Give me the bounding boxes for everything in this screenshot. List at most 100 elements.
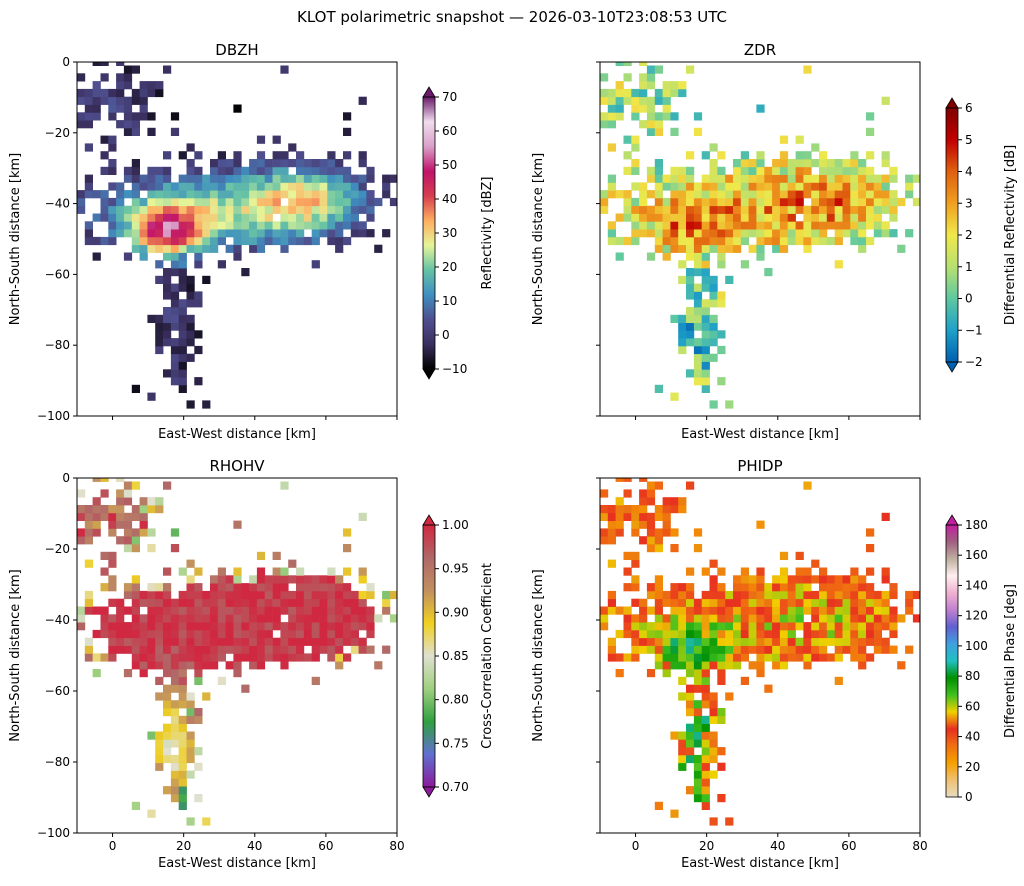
panel-title: PHIDP	[737, 457, 782, 475]
heatmap-cell	[319, 190, 328, 199]
heatmap-cell	[678, 314, 687, 323]
heatmap-cell	[631, 88, 640, 98]
heatmap-cell	[389, 614, 397, 623]
heatmap-cell	[296, 159, 305, 168]
heatmap-cell	[155, 661, 164, 670]
heatmap-cell	[249, 244, 258, 253]
heatmap-cell	[217, 221, 226, 230]
heatmap-cell	[280, 221, 289, 230]
heatmap-cell	[670, 314, 679, 323]
heatmap-cell	[717, 345, 726, 355]
heatmap-cell	[701, 786, 710, 795]
heatmap-cell	[787, 629, 796, 639]
heatmap-cell	[826, 205, 835, 214]
heatmap-cell	[311, 575, 320, 584]
heatmap-cell	[256, 583, 266, 592]
heatmap-cell	[170, 684, 180, 693]
heatmap-cell	[241, 637, 250, 646]
heatmap-cell	[842, 575, 851, 584]
heatmap-cell	[303, 166, 312, 175]
heatmap-cell	[850, 567, 859, 576]
heatmap-cell	[678, 174, 687, 183]
heatmap-cell	[256, 236, 266, 246]
heatmap-cell	[748, 583, 757, 592]
heatmap-cell	[686, 669, 695, 678]
heatmap-cell	[163, 252, 172, 261]
heatmap-cell	[631, 96, 640, 105]
heatmap-cell	[163, 606, 172, 615]
heatmap-cell	[108, 614, 117, 623]
heatmap-cell	[772, 213, 781, 222]
heatmap-cell	[241, 190, 250, 199]
heatmap-cell	[155, 88, 164, 98]
heatmap-cell	[178, 622, 187, 631]
heatmap-cell	[249, 166, 258, 175]
heatmap-cell	[233, 583, 242, 592]
heatmap-cell	[100, 151, 109, 160]
heatmap-cell	[779, 622, 789, 631]
heatmap-cell	[795, 575, 804, 584]
heatmap-cell	[186, 637, 195, 646]
heatmap-cell	[779, 205, 789, 214]
heatmap-cell	[670, 229, 679, 238]
heatmap-cell	[194, 221, 203, 230]
heatmap-cell	[725, 598, 734, 607]
heatmap-cell	[272, 190, 281, 199]
heatmap-cell	[912, 590, 920, 600]
heatmap-cell	[756, 229, 765, 238]
heatmap-cell	[194, 299, 203, 308]
heatmap-cell	[834, 260, 843, 269]
heatmap-cell	[163, 338, 172, 347]
heatmap-cell	[163, 567, 172, 576]
heatmap-cell	[639, 213, 648, 222]
colorbar-label: Differential Reflectivity [dB]	[1003, 145, 1018, 325]
heatmap-cell	[693, 353, 703, 362]
heatmap-cell	[217, 676, 226, 685]
heatmap-cell	[725, 645, 734, 654]
heatmap-cell	[662, 669, 671, 678]
heatmap-cell	[116, 478, 125, 482]
heatmap-cell	[600, 197, 609, 207]
heatmap-cell	[170, 653, 180, 662]
heatmap-cell	[186, 236, 195, 246]
heatmap-cell	[678, 190, 687, 199]
heatmap-cell	[170, 197, 180, 207]
heatmap-cell	[866, 190, 875, 199]
heatmap-cell	[717, 708, 726, 717]
heatmap-cell	[131, 505, 140, 514]
heatmap-cell	[186, 583, 195, 592]
heatmap-cell	[335, 244, 344, 253]
heatmap-cell	[717, 174, 726, 183]
heatmap-cell	[678, 598, 687, 607]
heatmap-cell	[717, 762, 726, 771]
heatmap-cell	[186, 622, 195, 631]
x-tick-label: 80	[912, 839, 927, 853]
heatmap-cell	[756, 190, 765, 199]
heatmap-cell	[131, 614, 140, 623]
heatmap-cell	[717, 676, 726, 685]
heatmap-cell	[678, 653, 687, 662]
heatmap-cell	[866, 151, 875, 160]
heatmap-cell	[311, 653, 320, 662]
heatmap-cell	[740, 260, 749, 269]
heatmap-cell	[186, 190, 195, 199]
heatmap-cell	[288, 598, 297, 607]
heatmap-cell	[686, 338, 695, 347]
heatmap-cell	[241, 622, 250, 631]
heatmap-cell	[811, 213, 820, 222]
heatmap-cell	[139, 661, 148, 670]
heatmap-cell	[787, 205, 796, 214]
heatmap-cell	[194, 762, 203, 771]
heatmap-cell	[772, 244, 781, 253]
heatmap-cell	[701, 661, 710, 670]
heatmap-cell	[249, 174, 258, 183]
heatmap-cell	[343, 606, 352, 615]
heatmap-cell	[280, 583, 289, 592]
heatmap-cell	[249, 197, 258, 207]
heatmap-cell	[241, 590, 250, 600]
heatmap-cell	[740, 629, 749, 639]
heatmap-cell	[311, 197, 320, 207]
heatmap-cell	[217, 645, 226, 654]
heatmap-cell	[225, 213, 234, 222]
heatmap-cell	[733, 653, 742, 662]
